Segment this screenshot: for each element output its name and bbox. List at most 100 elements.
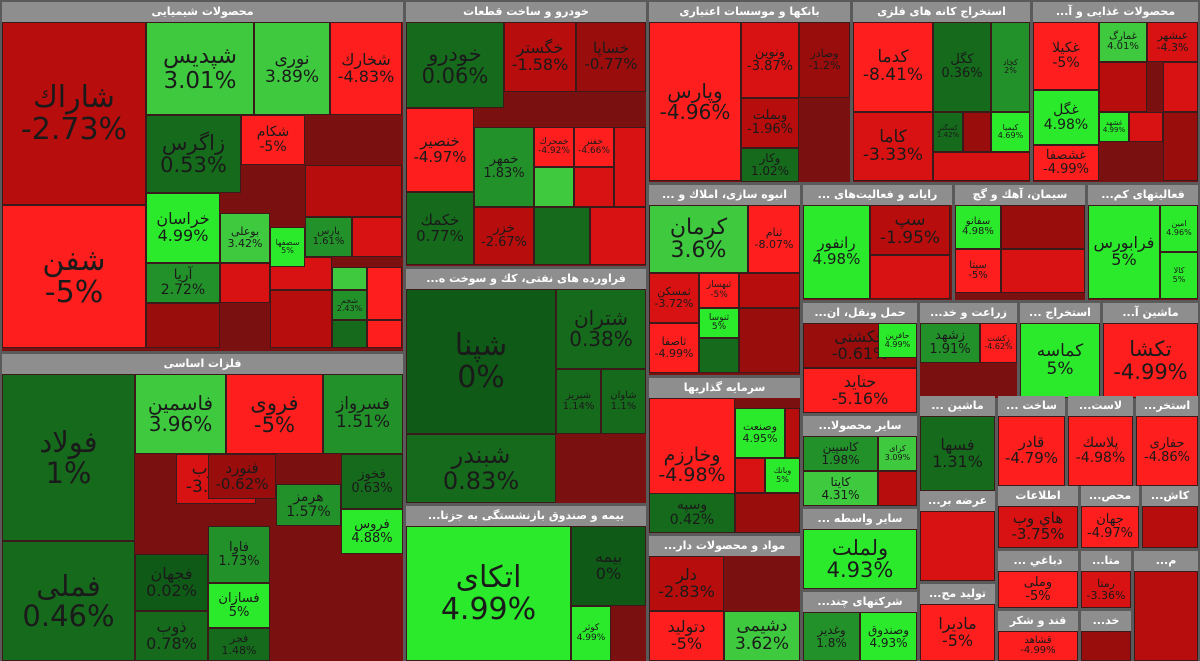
stock-tile[interactable]: وسپه 0.42% <box>649 493 735 533</box>
stock-tile[interactable]: خودرو 0.06% <box>406 22 504 108</box>
stock-tile-unlabeled[interactable] <box>735 458 765 493</box>
stock-tile[interactable]: فولاد 1% <box>2 374 135 541</box>
stock-tile[interactable]: وغدیر 1.8% <box>803 612 860 661</box>
stock-tile[interactable]: فسها 1.31% <box>920 416 995 491</box>
stock-tile[interactable]: سیتا -5% <box>955 249 1001 293</box>
stock-tile-unlabeled[interactable] <box>878 471 917 506</box>
stock-tile[interactable]: ثنوسا 5% <box>699 308 739 338</box>
stock-tile[interactable]: سپ -1.95% <box>870 205 950 255</box>
stock-tile[interactable]: خراسان 4.99% <box>146 193 220 263</box>
stock-tile[interactable]: تکشا -4.99% <box>1103 323 1198 398</box>
stock-tile-unlabeled[interactable] <box>870 255 950 299</box>
stock-tile[interactable]: زشهد 1.91% <box>920 323 980 363</box>
stock-tile[interactable]: وکار 1.02% <box>741 148 799 182</box>
stock-tile[interactable]: حفاری -4.86% <box>1136 416 1198 486</box>
stock-tile-unlabeled[interactable] <box>1129 112 1163 142</box>
stock-tile-unlabeled[interactable] <box>146 303 220 348</box>
stock-tile[interactable]: فنورد -0.62% <box>208 454 276 499</box>
stock-tile[interactable]: وبانك 5% <box>765 458 800 493</box>
stock-tile-unlabeled[interactable] <box>1001 249 1085 293</box>
stock-tile[interactable]: فجهان 0.02% <box>135 554 208 611</box>
stock-tile[interactable]: سفانو 4.98% <box>955 205 1001 249</box>
stock-tile[interactable]: غکیلا -5% <box>1033 22 1099 90</box>
stock-tile-unlabeled[interactable] <box>270 290 332 348</box>
stock-tile-unlabeled[interactable] <box>534 167 574 207</box>
stock-tile-unlabeled[interactable] <box>735 493 800 533</box>
stock-tile-unlabeled[interactable] <box>614 127 646 207</box>
stock-tile[interactable]: فاوا 1.73% <box>208 526 270 583</box>
stock-tile[interactable]: دلر -2.83% <box>649 556 724 611</box>
stock-tile-unlabeled[interactable] <box>785 408 800 458</box>
stock-tile[interactable]: کماسه 5% <box>1020 323 1100 398</box>
stock-tile[interactable]: دتولید -5% <box>649 611 724 661</box>
stock-tile[interactable]: فملی 0.46% <box>2 541 135 661</box>
stock-tile[interactable]: غمارگ 4.01% <box>1099 22 1147 62</box>
stock-tile[interactable]: ثمسکن -3.72% <box>649 273 699 323</box>
stock-tile-unlabeled[interactable] <box>352 217 402 257</box>
stock-tile[interactable]: فروس 4.88% <box>341 509 403 554</box>
stock-tile[interactable]: زکشت -4.62% <box>980 323 1017 363</box>
stock-tile[interactable]: کایتا 4.31% <box>803 471 878 506</box>
stock-tile-unlabeled[interactable] <box>1142 506 1198 548</box>
stock-tile[interactable]: هاي وب -3.75% <box>998 506 1078 548</box>
stock-tile[interactable]: فخوز 0.63% <box>341 454 403 509</box>
stock-tile-unlabeled[interactable] <box>920 511 995 581</box>
stock-tile[interactable]: قشاهد -4.99% <box>998 631 1078 661</box>
stock-tile[interactable]: خفنر -4.66% <box>574 127 614 167</box>
stock-tile[interactable]: خزر -2.67% <box>474 207 534 265</box>
stock-tile[interactable]: حتاید -5.16% <box>803 368 917 413</box>
stock-tile[interactable]: خمهر 1.83% <box>474 127 534 207</box>
stock-tile-unlabeled[interactable] <box>739 308 800 373</box>
stock-tile[interactable]: دشیمی 3.62% <box>724 611 800 661</box>
stock-tile[interactable]: کگل 0.36% <box>933 22 991 112</box>
stock-tile-unlabeled[interactable] <box>739 273 800 308</box>
stock-tile[interactable]: کاسپین 1.98% <box>803 436 878 471</box>
stock-tile[interactable]: شخارك -4.83% <box>330 22 402 115</box>
stock-tile[interactable]: شجم 2.43% <box>332 290 367 320</box>
stock-tile[interactable]: سصفها 5% <box>270 227 305 267</box>
stock-tile[interactable]: خگستر -1.58% <box>504 22 576 92</box>
stock-tile[interactable]: کالا 5% <box>1160 252 1198 299</box>
stock-tile[interactable]: کوثر 4.99% <box>571 606 611 661</box>
stock-tile-unlabeled[interactable] <box>534 207 590 265</box>
stock-tile[interactable]: ولملت 4.93% <box>803 529 917 589</box>
stock-tile[interactable]: حافرین 4.99% <box>878 323 917 358</box>
stock-tile[interactable]: کمنگنز 1.42% <box>933 112 963 152</box>
stock-tile[interactable]: وصنعت 4.95% <box>735 408 785 458</box>
stock-tile[interactable]: بوعلی 3.42% <box>220 213 270 263</box>
stock-tile-unlabeled[interactable] <box>699 338 739 373</box>
stock-tile-unlabeled[interactable] <box>1099 62 1147 112</box>
stock-tile[interactable]: شبندر 0.83% <box>406 434 556 503</box>
stock-tile[interactable]: فسازان 5% <box>208 583 270 628</box>
stock-tile[interactable]: ثنام -8.07% <box>748 205 800 273</box>
stock-tile[interactable]: پلاسك -4.98% <box>1068 416 1133 486</box>
stock-tile[interactable]: خکمك 0.77% <box>406 192 474 265</box>
stock-tile-unlabeled[interactable] <box>1134 571 1198 661</box>
stock-tile-unlabeled[interactable] <box>574 167 614 207</box>
stock-tile[interactable]: رمتا -3.36% <box>1081 571 1131 608</box>
stock-tile-unlabeled[interactable] <box>367 320 402 348</box>
stock-tile[interactable]: فسرواز 1.51% <box>323 374 403 454</box>
stock-tile[interactable]: امین 4.96% <box>1160 205 1198 252</box>
stock-tile[interactable]: ونوین -3.87% <box>741 22 799 98</box>
stock-tile[interactable]: فروی -5% <box>226 374 323 454</box>
stock-tile[interactable]: کاما -3.33% <box>853 112 933 181</box>
stock-tile[interactable]: خساپا -0.77% <box>576 22 646 92</box>
stock-tile-unlabeled[interactable] <box>332 267 367 290</box>
stock-tile[interactable]: آریا 2.72% <box>146 263 220 303</box>
stock-tile[interactable]: وبملت -1.96% <box>741 98 799 148</box>
stock-tile[interactable]: غگل 4.98% <box>1033 90 1099 145</box>
stock-tile[interactable]: وصندوق 4.93% <box>860 612 917 661</box>
stock-tile[interactable]: کرمان 3.6% <box>649 205 748 273</box>
stock-tile[interactable]: شاوان 1.1% <box>601 369 646 434</box>
stock-tile[interactable]: ذوب 0.78% <box>135 611 208 661</box>
stock-tile[interactable]: وپارس -4.96% <box>649 22 741 181</box>
stock-tile-unlabeled[interactable] <box>963 112 991 152</box>
stock-tile[interactable]: وصادر -1.2% <box>799 22 850 98</box>
stock-tile[interactable]: شکام -5% <box>241 115 305 165</box>
stock-tile[interactable]: فجر 1.48% <box>208 628 270 661</box>
stock-tile[interactable]: غشهد 4.99% <box>1099 112 1129 142</box>
stock-tile[interactable]: هرمز 1.57% <box>276 484 341 526</box>
stock-tile-unlabeled[interactable] <box>367 267 402 320</box>
stock-tile[interactable]: رانفور 4.98% <box>803 205 870 299</box>
